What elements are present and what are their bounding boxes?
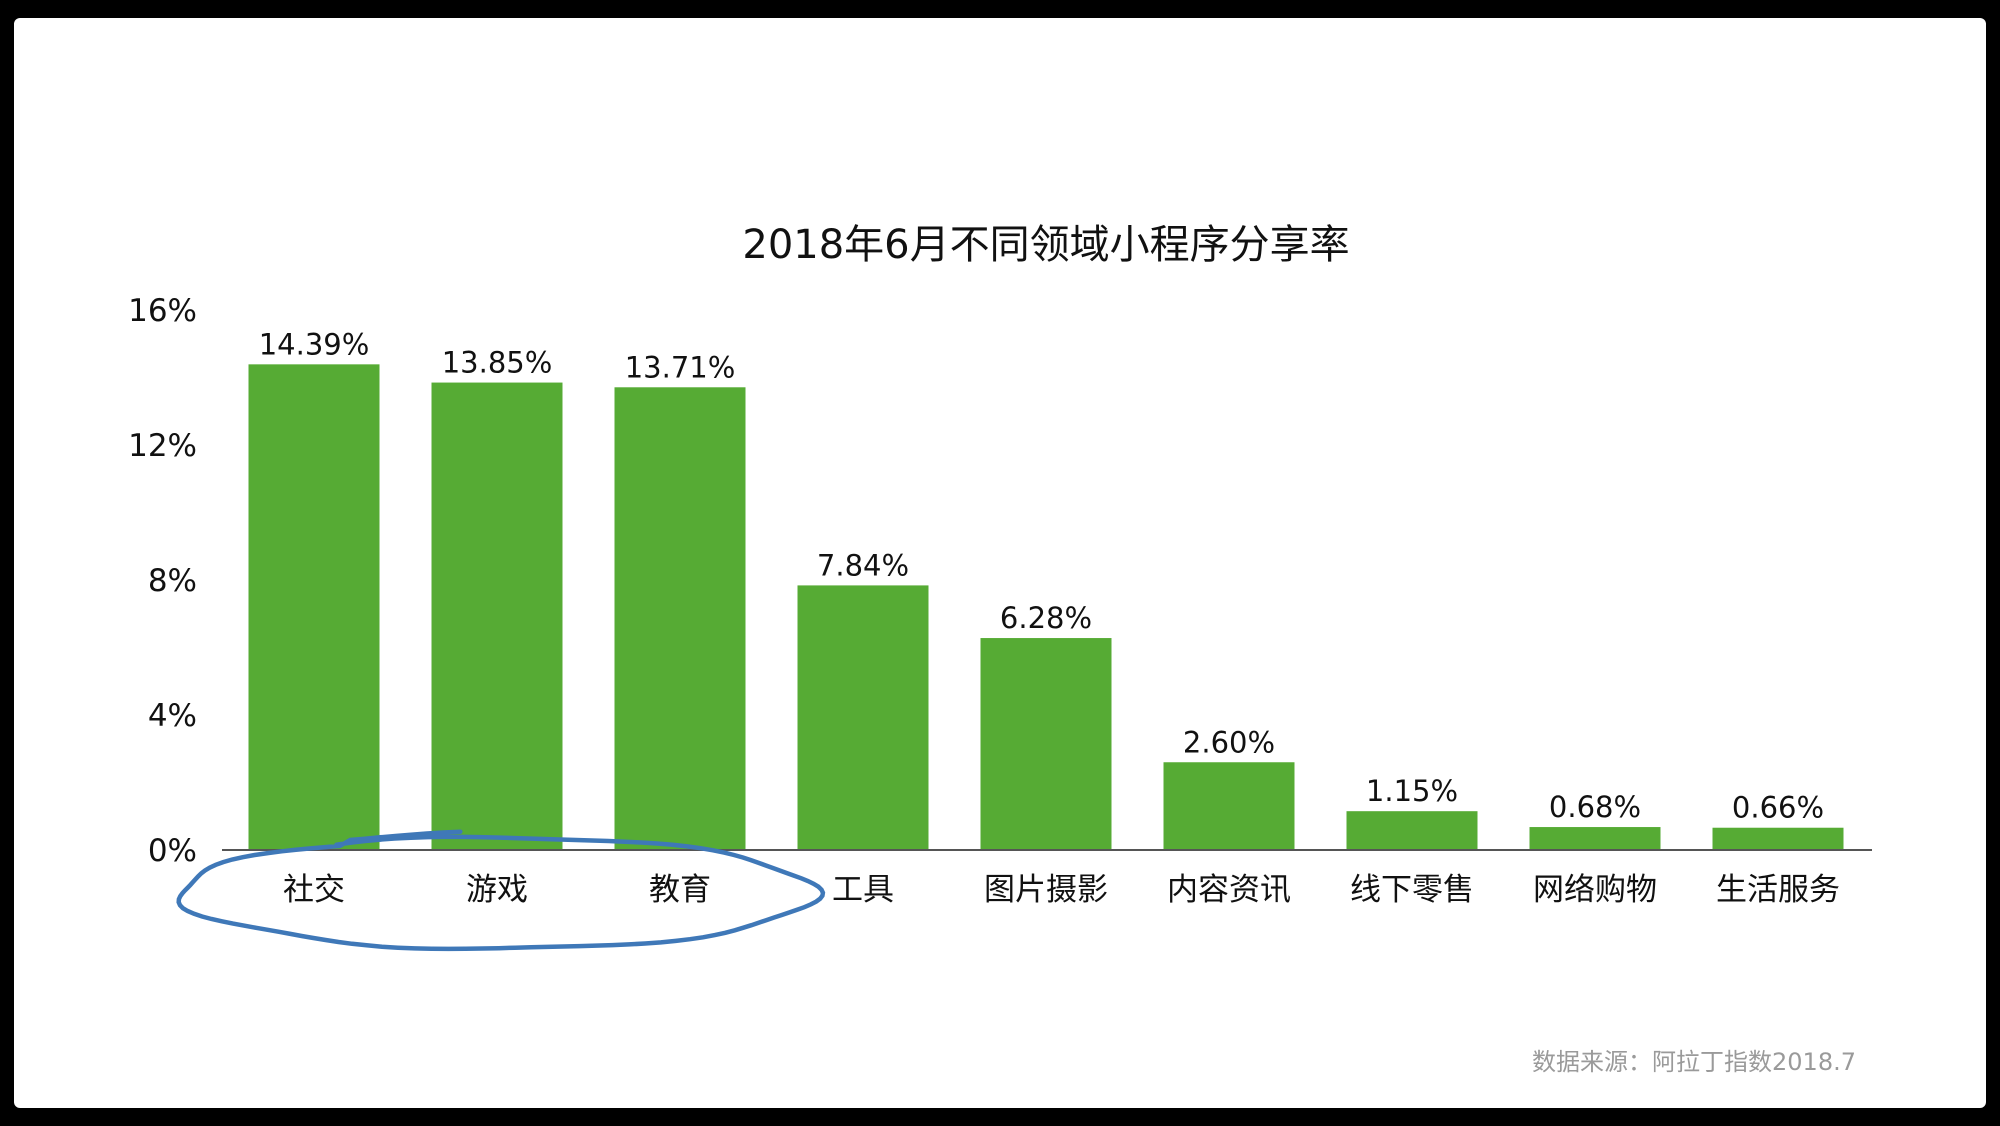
x-tick-label: 内容资讯 xyxy=(1167,872,1291,908)
x-tick-label: 游戏 xyxy=(466,872,528,908)
x-tick-label: 网络购物 xyxy=(1533,872,1657,908)
bar-value-label: 6.28% xyxy=(1000,601,1092,635)
bar-value-label: 7.84% xyxy=(817,548,909,582)
y-axis-ticks: 0% 4% 8% 12% 16% xyxy=(128,293,197,869)
y-tick-label: 0% xyxy=(148,833,197,869)
x-tick-label: 线下零售 xyxy=(1350,872,1474,908)
bar-series xyxy=(248,364,1844,850)
y-tick-label: 8% xyxy=(148,563,197,599)
bar-value-label: 13.71% xyxy=(625,350,736,384)
x-tick-label: 图片摄影 xyxy=(984,872,1108,908)
bar xyxy=(248,364,380,850)
y-tick-label: 12% xyxy=(128,428,197,464)
bar xyxy=(1346,811,1478,850)
x-tick-label: 工具 xyxy=(832,872,894,908)
bar-value-label: 0.68% xyxy=(1549,790,1641,824)
bar xyxy=(797,585,929,850)
x-axis-labels: 社交 游戏 教育 工具 图片摄影 内容资讯 线下零售 网络购物 生活服务 xyxy=(283,872,1840,908)
x-tick-label: 教育 xyxy=(649,872,711,908)
bar-value-label: 1.15% xyxy=(1366,774,1458,808)
bar xyxy=(1163,762,1295,850)
bar-value-label: 14.39% xyxy=(259,327,370,361)
highlight-ellipse xyxy=(176,829,826,952)
y-tick-label: 4% xyxy=(148,698,197,734)
chart-title: 2018年6月不同领域小程序分享率 xyxy=(742,222,1349,268)
bar xyxy=(431,382,563,850)
bar-value-labels: 14.39% 13.85% 13.71% 7.84% 6.28% 2.60% 1.15% 0.… xyxy=(259,327,1824,824)
y-tick-label: 16% xyxy=(128,293,197,329)
bar-value-label: 0.66% xyxy=(1732,791,1824,825)
source-note: 数据来源：阿拉丁指数2018.7 xyxy=(1532,1048,1856,1076)
bar-value-label: 2.60% xyxy=(1183,725,1275,759)
bar xyxy=(614,387,746,850)
bar xyxy=(1712,827,1844,850)
x-tick-label: 生活服务 xyxy=(1716,872,1840,908)
bar xyxy=(1529,827,1661,850)
bar-value-label: 13.85% xyxy=(442,346,553,380)
x-tick-label: 社交 xyxy=(283,872,345,908)
bar xyxy=(980,638,1112,850)
